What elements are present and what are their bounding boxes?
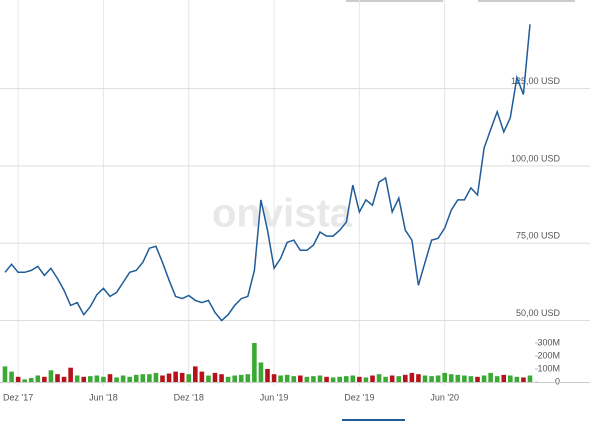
volume-bar bbox=[370, 375, 375, 382]
volume-bar bbox=[475, 376, 480, 382]
volume-bar bbox=[107, 374, 113, 382]
volume-bar bbox=[455, 374, 461, 382]
y-tick-label: 100,00 USD bbox=[511, 153, 561, 163]
y-tick-label: 75,00 USD bbox=[516, 231, 561, 241]
volume-bar bbox=[429, 376, 434, 382]
volume-bar bbox=[330, 377, 336, 382]
volume-bar bbox=[225, 376, 231, 382]
y2-tick-label: 0 bbox=[555, 376, 560, 386]
volume-bar bbox=[61, 376, 67, 382]
volume-bar bbox=[114, 377, 119, 382]
x-tick-label: Jun '19 bbox=[260, 392, 289, 402]
volume-bar bbox=[55, 374, 60, 382]
volume-bar bbox=[219, 374, 224, 382]
volume-bar bbox=[120, 375, 126, 382]
volume-bar bbox=[298, 375, 303, 382]
volume-bar bbox=[140, 374, 146, 382]
volume-bar bbox=[278, 375, 283, 382]
volume-bar bbox=[258, 362, 264, 382]
volume-bar bbox=[147, 374, 152, 382]
volume-bar bbox=[179, 372, 185, 382]
volume-bar bbox=[186, 374, 192, 382]
volume-bar bbox=[337, 376, 342, 382]
x-tick-label: Jun '20 bbox=[430, 392, 459, 402]
y-tick-label: 125,00 USD bbox=[511, 76, 561, 86]
volume-bar bbox=[28, 378, 34, 382]
volume-bar bbox=[153, 372, 159, 382]
y2-tick-label: 100M bbox=[537, 363, 560, 373]
volume-bar bbox=[81, 376, 87, 382]
volume-bar bbox=[508, 375, 513, 382]
volume-bar bbox=[48, 370, 54, 382]
volume-bar bbox=[101, 376, 106, 382]
volume-bar bbox=[2, 366, 8, 382]
volume-bar bbox=[468, 376, 474, 382]
volume-bar bbox=[271, 374, 277, 382]
volume-bar bbox=[324, 376, 329, 382]
volume-bar bbox=[199, 371, 205, 382]
x-tick-label: Dez '19 bbox=[344, 392, 374, 402]
volume-bar bbox=[317, 375, 323, 382]
volume-bar bbox=[232, 375, 237, 382]
volume-bar bbox=[501, 374, 507, 382]
volume-bar bbox=[88, 376, 93, 382]
volume-bar bbox=[252, 343, 257, 382]
x-tick-label: Dez '17 bbox=[3, 392, 33, 402]
y2-tick-label: 300M bbox=[537, 337, 560, 347]
volume-bar bbox=[527, 375, 533, 382]
volume-bar bbox=[403, 374, 408, 382]
volume-bar bbox=[514, 376, 520, 382]
volume-bar bbox=[396, 376, 402, 382]
volume-bar bbox=[206, 375, 211, 382]
x-tick-label: Dez '18 bbox=[174, 392, 204, 402]
volume-bar bbox=[442, 372, 447, 382]
volume-bar bbox=[74, 375, 80, 382]
volume-bar bbox=[409, 372, 415, 382]
volume-bar bbox=[363, 377, 369, 382]
volume-bar bbox=[160, 375, 165, 382]
volume-bar bbox=[94, 375, 100, 382]
volume-bar bbox=[212, 372, 218, 382]
volume-bar bbox=[435, 375, 441, 382]
volume-bar bbox=[245, 374, 251, 382]
volume-bar bbox=[304, 376, 310, 382]
volume-bar bbox=[422, 375, 428, 382]
volume-bar bbox=[448, 374, 454, 382]
volume-bar bbox=[42, 376, 47, 382]
volume-bar bbox=[193, 366, 198, 382]
volume-bar bbox=[488, 372, 493, 382]
volume-bar bbox=[521, 377, 526, 382]
volume-bar bbox=[389, 375, 395, 382]
volume-bar bbox=[9, 371, 14, 382]
volume-bar bbox=[416, 374, 421, 382]
x-tick-label: Jun '18 bbox=[89, 392, 118, 402]
volume-bar bbox=[35, 375, 41, 382]
watermark: onvista bbox=[212, 192, 353, 236]
y2-tick-label: 200M bbox=[537, 350, 560, 360]
volume-bar bbox=[462, 375, 467, 382]
y-tick-label: 50,00 USD bbox=[516, 308, 561, 318]
volume-bar bbox=[350, 375, 356, 382]
volume-bar bbox=[68, 367, 73, 382]
price-line bbox=[4, 24, 531, 322]
volume-bar bbox=[15, 376, 21, 382]
volume-bar bbox=[494, 376, 500, 382]
volume-bar bbox=[284, 374, 290, 382]
volume-bar bbox=[343, 376, 349, 382]
volume-bar bbox=[22, 379, 27, 382]
volume-bar bbox=[133, 374, 139, 382]
volume-bar bbox=[376, 374, 382, 382]
volume-bar bbox=[311, 376, 316, 382]
volume-bar bbox=[265, 369, 270, 382]
volume-bar bbox=[238, 374, 244, 382]
volume-bar bbox=[291, 376, 297, 382]
volume-bar bbox=[481, 375, 487, 382]
volume-bar bbox=[173, 371, 178, 382]
volume-bar bbox=[127, 376, 132, 382]
volume-bar bbox=[166, 373, 172, 382]
volume-bar bbox=[357, 376, 362, 382]
volume-bar bbox=[383, 376, 388, 382]
